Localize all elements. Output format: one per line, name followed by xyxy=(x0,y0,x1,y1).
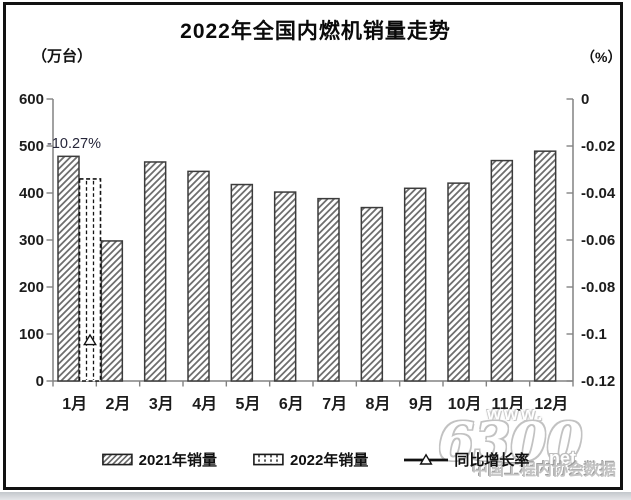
legend-label-2021: 2021年销量 xyxy=(138,452,217,469)
chart-title: 2022年全国内燃机销量走势 xyxy=(180,20,451,43)
right-axis-unit-label: （%） xyxy=(581,49,622,65)
legend-label-growth: 同比增长率 xyxy=(454,452,530,469)
left-axis-unit-label: （万台） xyxy=(32,48,93,65)
legend-item-2022: 2022年销量 xyxy=(253,449,368,470)
data-annotation: -10.27% xyxy=(47,136,102,152)
legend-item-growth: 同比增长率 xyxy=(404,449,529,470)
legend-swatch-dash-icon xyxy=(253,453,284,466)
page-bottom-strip xyxy=(0,492,631,500)
legend-swatch-hatch-icon xyxy=(101,453,133,466)
legend-line-triangle-icon xyxy=(404,453,449,465)
chart-legend: 2021年销量 2022年销量 同比增长率 xyxy=(0,449,631,470)
legend-label-2022: 2022年销量 xyxy=(289,452,369,469)
legend-item-2021: 2021年销量 xyxy=(101,449,217,470)
chart-frame xyxy=(3,2,623,490)
